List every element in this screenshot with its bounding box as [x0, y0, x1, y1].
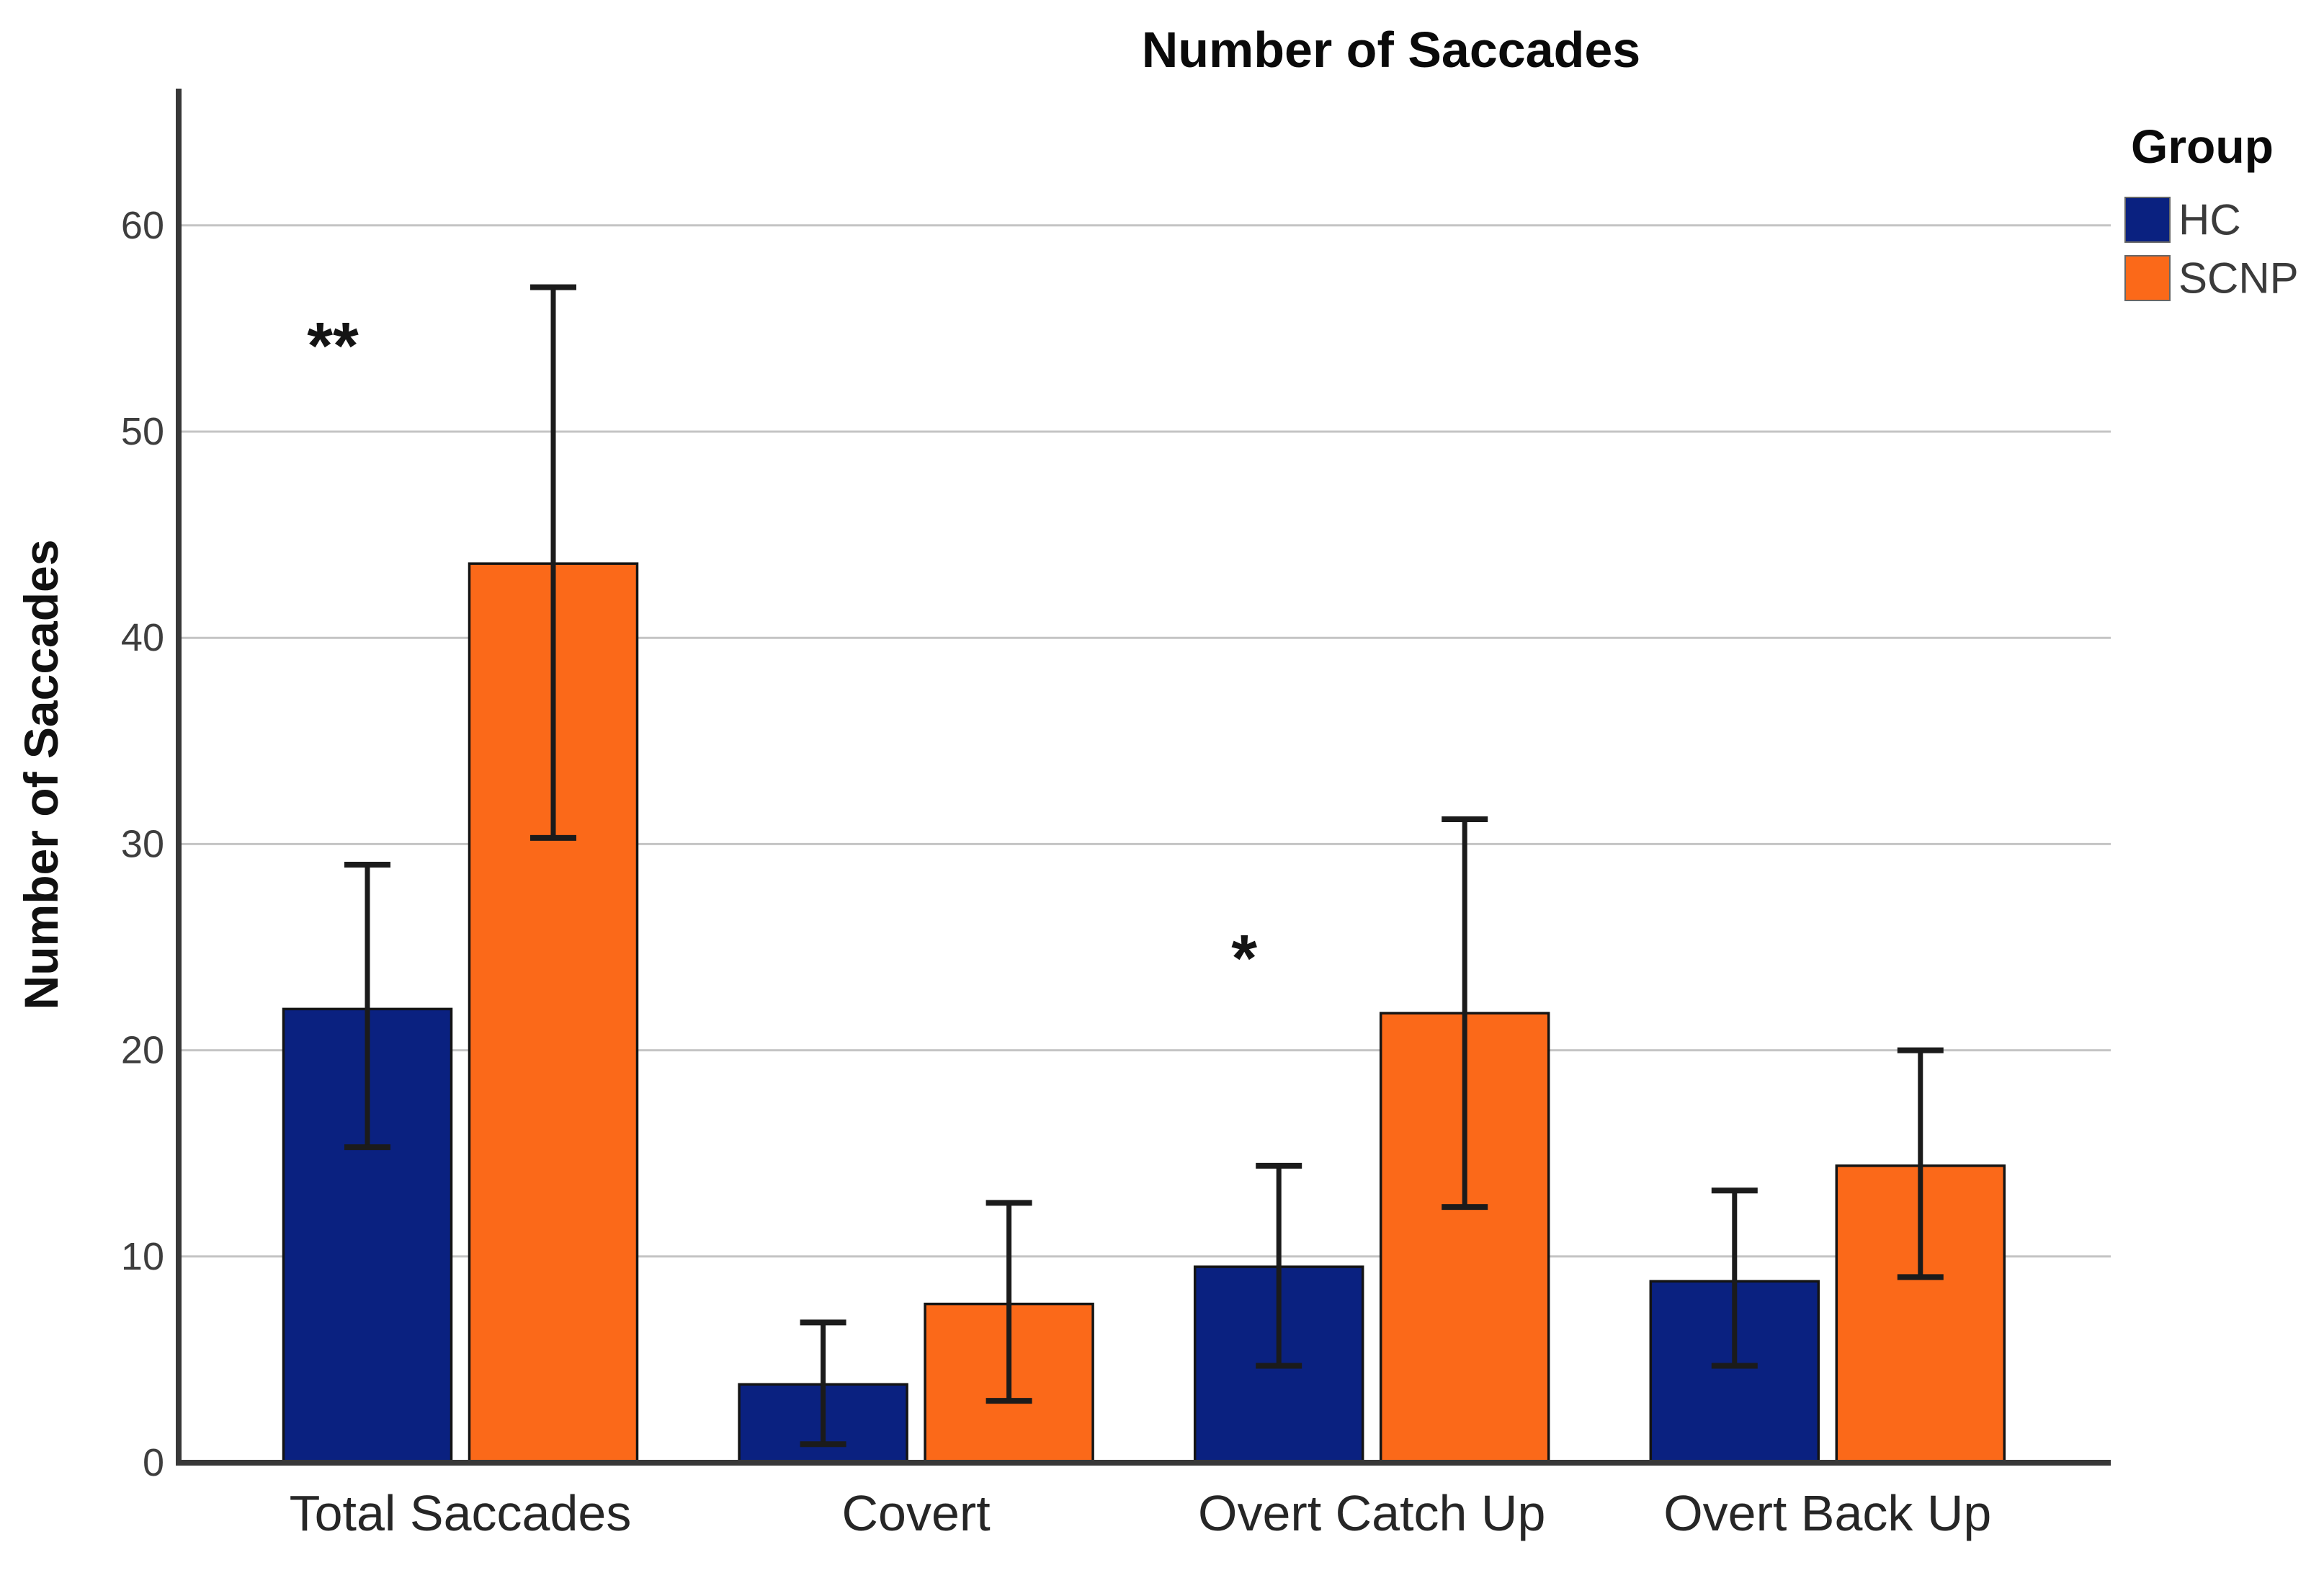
y-tick-label-10: 10	[121, 1235, 164, 1278]
legend-items: HC SCNP	[2124, 196, 2299, 303]
error-bar-scnp-covert	[986, 1200, 1032, 1404]
legend-swatch-hc	[2124, 197, 2171, 243]
bar-series	[282, 562, 2006, 1464]
error-bar-hc-total-saccades	[344, 862, 390, 1151]
error-bar-scnp-overt-back-up	[1897, 1047, 1944, 1280]
legend-swatch-scnp	[2124, 255, 2171, 301]
error-bar-scnp-total-saccades	[530, 284, 576, 841]
y-tick-label-20: 20	[121, 1029, 164, 1072]
y-tick-label-50: 50	[121, 410, 164, 453]
legend-item-hc: HC	[2124, 196, 2241, 244]
x-category-label-covert: Covert	[842, 1485, 991, 1541]
legend-title: Group	[2131, 120, 2274, 173]
error-bar-hc-overt-catch-up	[1256, 1162, 1302, 1369]
significance-annotations: ***	[307, 310, 1257, 996]
legend-label-scnp: SCNP	[2178, 254, 2299, 303]
x-category-labels: Total Saccades Covert Overt Catch Up Overt …	[290, 1485, 1992, 1541]
x-category-label-overt-catch-up: Overt Catch Up	[1198, 1485, 1545, 1541]
error-bar-hc-overt-back-up	[1711, 1187, 1758, 1369]
error-bars	[344, 284, 1944, 1448]
x-category-label-total-saccades: Total Saccades	[290, 1485, 632, 1541]
chart-title: Number of Saccades	[1142, 22, 1640, 78]
legend-label-hc: HC	[2178, 196, 2241, 244]
significance-marker-overt-catch-up: *	[1231, 922, 1257, 996]
legend: Group HC SCNP	[2124, 120, 2299, 303]
x-category-label-overt-back-up: Overt Back Up	[1663, 1485, 1991, 1541]
error-bar-hc-covert	[800, 1319, 846, 1448]
legend-item-scnp: SCNP	[2124, 254, 2299, 303]
y-tick-label-0: 0	[143, 1441, 164, 1484]
y-axis-title: Number of Saccades	[14, 540, 68, 1010]
error-bar-scnp-overt-catch-up	[1442, 816, 1488, 1211]
y-tick-label-60: 60	[121, 204, 164, 247]
y-tick-label-40: 40	[121, 616, 164, 659]
significance-marker-total-saccades: **	[307, 310, 359, 383]
y-tick-label-30: 30	[121, 822, 164, 865]
axes	[176, 89, 2111, 1466]
y-tick-labels: 0 10 20 30 40 50 60	[121, 204, 164, 1484]
